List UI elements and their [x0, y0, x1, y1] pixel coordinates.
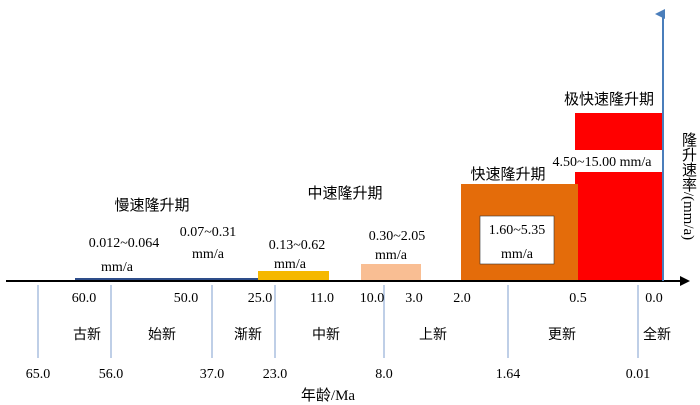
- phase-label-2: 中速隆升期: [307, 185, 382, 202]
- bar-extreme-body: [578, 172, 664, 281]
- rate-box-extreme: [540, 150, 664, 172]
- rate-label-3-line2: mm/a: [375, 248, 408, 263]
- labels-layer: 60.0 50.0 25.0 11.0 10.0 3.0 2.0 0.5 0.0 古新 始新 渐新 中新…: [26, 91, 697, 404]
- rate-label-2-line1: 0.13~0.62: [269, 238, 326, 253]
- boundary-label-1: 56.0: [99, 367, 124, 382]
- boundary-label-4: 8.0: [375, 367, 393, 382]
- x-axis-label: 年龄/Ma: [301, 387, 356, 404]
- bar-0: [75, 278, 258, 281]
- epoch-label-2: 渐新: [234, 327, 262, 343]
- bars-layer: [75, 113, 664, 281]
- rate-box-fast: [479, 215, 555, 265]
- top-age-tick-0: 60.0: [72, 291, 97, 306]
- epoch-label-5: 更新: [548, 327, 576, 343]
- epoch-label-4: 上新: [419, 327, 447, 343]
- top-age-tick-5: 3.0: [405, 291, 423, 306]
- boundary-label-3: 23.0: [263, 367, 288, 382]
- rate-label-0-line2: mm/a: [101, 260, 134, 275]
- boundary-label-6: 0.01: [626, 367, 651, 382]
- axes-layer: [6, 9, 690, 358]
- top-age-tick-7: 0.5: [569, 291, 587, 306]
- top-age-tick-2: 25.0: [248, 291, 273, 306]
- top-age-tick-6: 2.0: [453, 291, 471, 306]
- rate-label-0-line1: 0.012~0.064: [89, 236, 160, 251]
- rate-label-1-line1: 0.07~0.31: [180, 225, 237, 240]
- rate-label-4-line1: 1.60~5.35: [489, 223, 546, 238]
- phase-label-4: 快速隆升期: [470, 166, 545, 183]
- top-age-tick-4: 10.0: [360, 291, 385, 306]
- phase-label-5: 极快速隆升期: [564, 91, 654, 108]
- epoch-label-1: 始新: [148, 327, 176, 343]
- rate-label-3-line1: 0.30~2.05: [369, 229, 426, 244]
- phase-label-0: 慢速隆升期: [114, 197, 189, 214]
- boundary-label-5: 1.64: [496, 367, 521, 382]
- top-age-tick-8: 0.0: [645, 291, 663, 306]
- bar-3: [361, 264, 421, 281]
- epoch-label-6: 全新: [643, 326, 671, 343]
- top-age-tick-3: 11.0: [310, 291, 334, 306]
- boundary-label-2: 37.0: [200, 367, 225, 382]
- rate-label-5-line1: 4.50~15.00 mm/a: [553, 155, 653, 170]
- top-age-tick-1: 50.0: [174, 291, 199, 306]
- y-axis-label: 隆升速率/(mm/a): [680, 132, 697, 240]
- boundary-label-0: 65.0: [26, 367, 51, 382]
- epoch-label-0: 古新: [73, 327, 101, 343]
- bar-2: [258, 271, 329, 281]
- rate-label-1-line2: mm/a: [192, 247, 225, 262]
- epoch-label-3: 中新: [312, 327, 340, 343]
- rate-label-2-line2: mm/a: [274, 257, 307, 272]
- rate-label-4-line2: mm/a: [501, 247, 534, 262]
